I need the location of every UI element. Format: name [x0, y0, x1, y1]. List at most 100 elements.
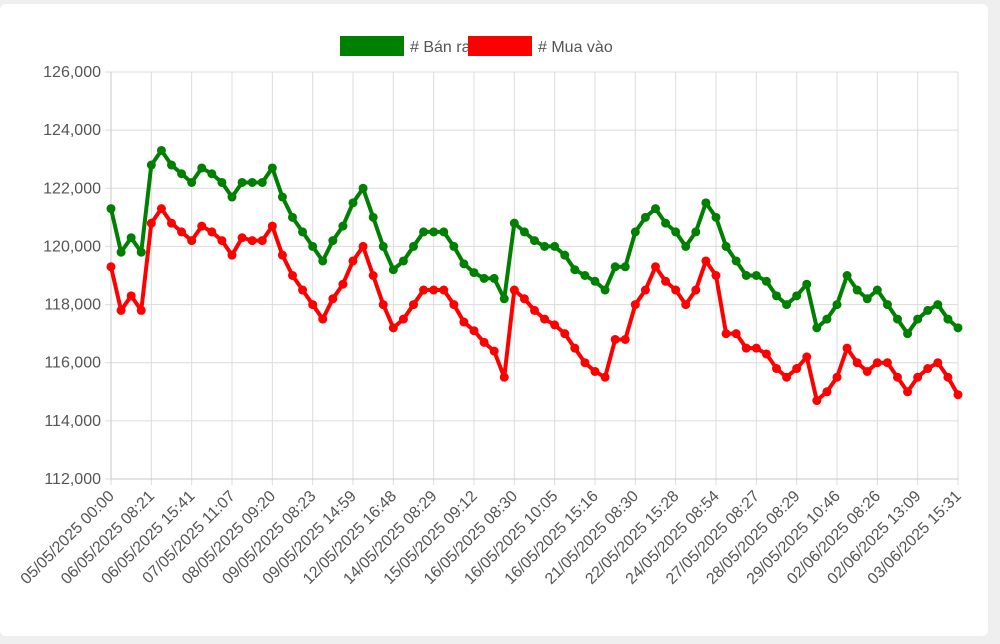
data-point — [640, 212, 650, 222]
data-point — [217, 177, 227, 187]
data-point — [146, 160, 156, 170]
data-point — [499, 372, 509, 382]
data-point — [207, 169, 217, 179]
y-tick-label: 126,000 — [43, 64, 101, 81]
data-point — [237, 177, 247, 187]
data-point — [328, 236, 338, 246]
data-point — [540, 314, 550, 324]
data-point — [731, 329, 741, 339]
data-point — [882, 358, 892, 368]
data-point — [802, 279, 812, 289]
data-point — [832, 300, 842, 310]
data-point — [903, 329, 913, 339]
data-point — [721, 329, 731, 339]
grid — [105, 71, 959, 485]
data-point — [177, 169, 187, 179]
data-point — [651, 262, 660, 272]
data-point — [570, 343, 580, 353]
data-point — [388, 323, 398, 333]
data-point — [620, 334, 630, 344]
data-point — [661, 276, 671, 286]
data-point — [661, 218, 671, 228]
data-point — [782, 372, 792, 382]
data-point — [751, 343, 761, 353]
data-point — [943, 372, 953, 382]
y-tick-label: 116,000 — [44, 355, 101, 372]
data-point — [903, 387, 913, 397]
series-1 — [106, 204, 963, 406]
data-point — [439, 285, 449, 295]
data-point — [288, 212, 297, 222]
data-point — [136, 247, 146, 257]
data-point — [298, 227, 308, 237]
data-point — [267, 163, 277, 173]
data-point — [620, 262, 630, 272]
data-point — [600, 285, 610, 295]
data-point — [923, 364, 933, 374]
data-point — [842, 343, 852, 353]
data-point — [822, 387, 832, 397]
data-point — [590, 276, 600, 286]
data-point — [812, 396, 822, 406]
data-point — [550, 241, 560, 251]
data-point — [671, 285, 681, 295]
data-point — [167, 218, 176, 228]
data-point — [681, 300, 691, 310]
data-point — [459, 317, 469, 327]
y-axis-ticks: 112,000 114,000 116,000 118,000 120,000 122,0… — [43, 64, 101, 488]
series-0 — [106, 145, 963, 339]
data-point — [852, 285, 862, 295]
series-layer — [106, 145, 963, 406]
data-point — [187, 236, 197, 246]
data-point — [509, 218, 519, 228]
data-point — [257, 177, 267, 187]
data-point — [419, 285, 429, 295]
data-point — [570, 265, 580, 275]
data-point — [459, 259, 469, 269]
data-point — [580, 271, 590, 280]
data-point — [237, 233, 247, 243]
data-point — [519, 227, 529, 237]
data-point — [247, 177, 257, 187]
data-point — [832, 372, 842, 382]
data-point — [509, 285, 519, 295]
data-point — [822, 314, 832, 324]
data-point — [398, 256, 408, 266]
data-point — [580, 358, 590, 368]
data-point — [106, 204, 116, 214]
data-point — [348, 198, 358, 208]
legend-swatch — [340, 36, 404, 56]
data-point — [640, 285, 650, 295]
data-point — [741, 271, 751, 280]
data-point — [691, 285, 701, 295]
data-point — [782, 300, 792, 310]
data-point — [711, 212, 721, 222]
data-point — [671, 227, 681, 237]
data-point — [257, 236, 267, 246]
data-point — [489, 273, 499, 283]
data-point — [550, 320, 560, 330]
data-point — [429, 227, 439, 237]
data-point — [167, 160, 176, 170]
data-point — [701, 256, 711, 266]
y-tick-label: 118,000 — [44, 297, 101, 314]
data-point — [388, 265, 398, 275]
data-point — [872, 358, 882, 368]
data-point — [489, 346, 499, 356]
data-point — [146, 218, 156, 228]
data-point — [288, 271, 297, 280]
data-point — [761, 349, 771, 359]
legend-item-0[interactable]: # Bán ra — [340, 36, 471, 56]
data-point — [409, 241, 418, 251]
legend-item-1[interactable]: # Mua vào — [468, 36, 613, 56]
data-point — [227, 250, 237, 260]
data-point — [610, 334, 620, 344]
data-point — [318, 256, 328, 266]
data-point — [630, 227, 640, 237]
data-point — [772, 291, 781, 301]
y-tick-label: 114,000 — [44, 413, 101, 430]
y-tick-label: 122,000 — [43, 180, 101, 197]
data-point — [197, 163, 207, 173]
